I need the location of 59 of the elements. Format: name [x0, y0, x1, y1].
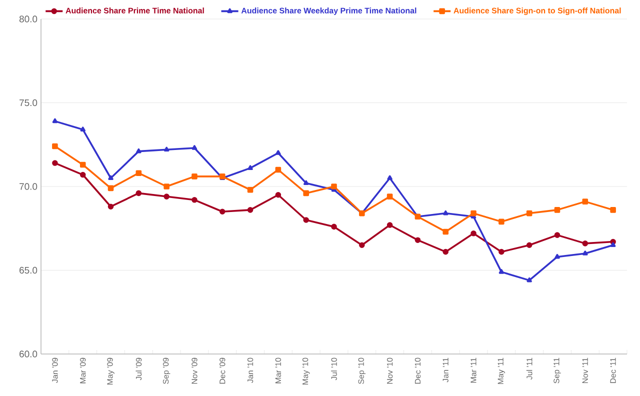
point [442, 228, 449, 235]
point [526, 277, 532, 282]
y-tick-label: 80.0 [19, 16, 38, 22]
point [275, 192, 282, 198]
point [303, 190, 309, 196]
point [331, 184, 337, 190]
point [442, 248, 449, 255]
y-tick-label: 75.0 [20, 99, 38, 106]
point [554, 232, 560, 238]
point [164, 184, 170, 190]
point [554, 254, 560, 259]
point [610, 207, 616, 213]
point [52, 143, 58, 150]
point [386, 194, 393, 200]
point [248, 165, 253, 170]
point [526, 210, 532, 216]
point [303, 180, 309, 186]
point [582, 250, 588, 256]
y-tick-label: 65.0 [20, 266, 38, 274]
y-tick-label: 60.0 [20, 350, 38, 358]
point [303, 217, 309, 223]
point [498, 248, 504, 255]
point [498, 269, 504, 274]
point [443, 210, 448, 216]
point [80, 162, 86, 168]
point [387, 175, 392, 180]
point [192, 174, 198, 180]
point [192, 145, 198, 150]
point [219, 208, 226, 215]
point [359, 242, 365, 248]
point [498, 218, 504, 225]
point [247, 207, 254, 213]
point [108, 204, 114, 210]
point [108, 185, 114, 192]
point [470, 230, 476, 236]
point [554, 207, 560, 213]
point [164, 146, 170, 152]
point [247, 186, 254, 193]
point [331, 224, 337, 230]
point [136, 170, 142, 176]
point [582, 240, 588, 246]
point [276, 150, 281, 155]
point [470, 210, 476, 216]
point [136, 148, 142, 154]
point [108, 175, 114, 180]
point [192, 197, 198, 203]
point [80, 172, 86, 178]
point [136, 190, 142, 196]
point [526, 242, 532, 248]
point [52, 160, 58, 166]
point [52, 118, 58, 124]
point [164, 194, 170, 200]
y-tick-label: 70.0 [20, 183, 38, 190]
point [414, 237, 421, 243]
point [275, 166, 282, 173]
point [386, 222, 393, 228]
point [582, 198, 588, 204]
point [610, 242, 616, 248]
point [80, 126, 86, 132]
